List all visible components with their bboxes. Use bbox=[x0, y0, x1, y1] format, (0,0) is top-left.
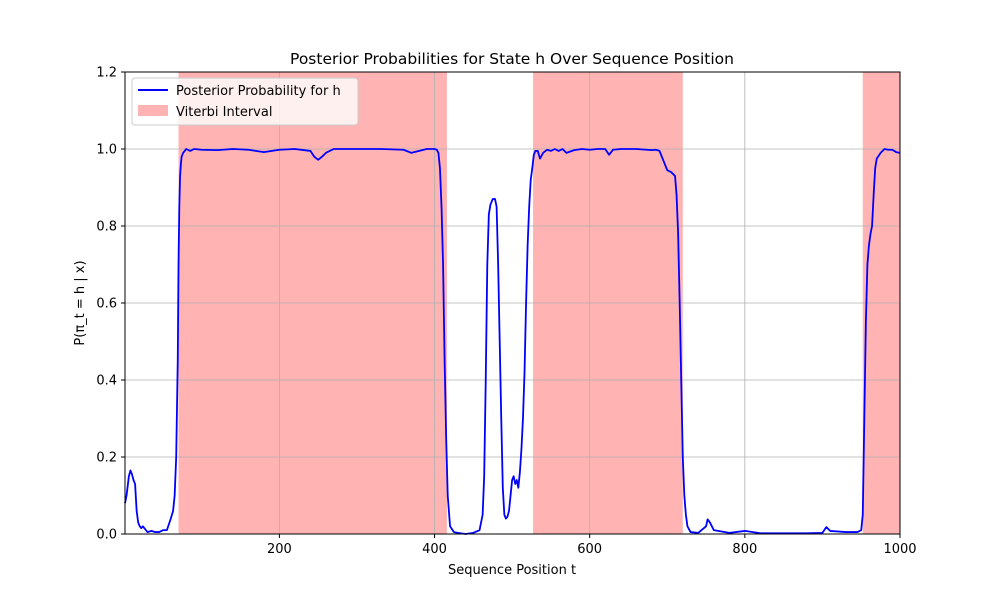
legend-box bbox=[131, 77, 359, 126]
y-tick-label-1: 0.2 bbox=[96, 451, 117, 466]
legend: Posterior Probability for h Viterbi Inte… bbox=[131, 77, 359, 126]
y-tick-label-0: 0.0 bbox=[96, 528, 117, 543]
legend-interval-swatch bbox=[138, 105, 168, 116]
y-axis-label: P(π_t = h | x) bbox=[73, 260, 88, 345]
series-line-0 bbox=[124, 148, 901, 535]
x-axis-label: Sequence Position t bbox=[448, 563, 576, 578]
x-tick-label-3: 800 bbox=[732, 542, 757, 557]
y-tick-label-6: 1.2 bbox=[96, 66, 117, 81]
y-tick-label-4: 0.8 bbox=[96, 220, 117, 235]
legend-label-viterbi: Viterbi Interval bbox=[176, 105, 272, 120]
axis-ticks: 200 400 600 800 1000 0.0 0.2 0.4 0.6 0.8 1.0 1.2 bbox=[96, 66, 916, 558]
series-layer bbox=[124, 148, 901, 535]
x-tick-label-2: 600 bbox=[577, 542, 602, 557]
y-tick-label-2: 0.4 bbox=[96, 374, 117, 389]
x-tick-label-1: 400 bbox=[422, 542, 447, 557]
legend-label-posterior: Posterior Probability for h bbox=[176, 84, 341, 99]
chart-title: Posterior Probabilities for State h Over… bbox=[290, 50, 734, 68]
y-tick-label-3: 0.6 bbox=[96, 297, 117, 312]
x-tick-label-0: 200 bbox=[267, 542, 292, 557]
y-tick-label-5: 1.0 bbox=[96, 143, 117, 158]
x-tick-label-4: 1000 bbox=[883, 542, 916, 557]
